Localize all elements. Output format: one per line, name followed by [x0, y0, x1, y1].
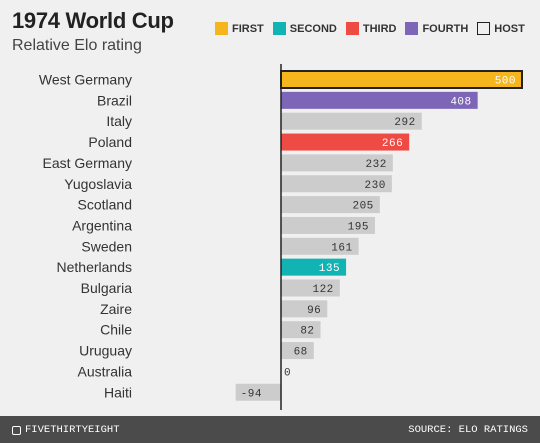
legend-swatch-second: [272, 22, 286, 35]
category-label: East Germany: [43, 155, 132, 171]
value-label: 96: [307, 305, 321, 317]
category-label: Sweden: [81, 238, 132, 254]
legend-swatch-first: [215, 22, 228, 35]
value-label: 135: [319, 263, 340, 275]
legend-label-first: FIRST: [232, 22, 264, 35]
category-label: Australia: [78, 363, 133, 379]
category-label: West Germany: [39, 72, 132, 88]
bar-poland: [281, 133, 410, 151]
value-label: 122: [312, 284, 333, 296]
value-label: 161: [331, 242, 352, 254]
bar-italy: [281, 112, 422, 130]
value-label: 292: [394, 117, 415, 129]
value-label: 195: [348, 221, 369, 233]
brand: FIVETHIRTYEIGHT: [12, 424, 120, 436]
bar-chart: West Germany 500 Brazil 408 Italy 292 Poland 26…: [39, 64, 523, 410]
value-label: 408: [450, 96, 471, 108]
brand-logo-icon: [12, 425, 21, 435]
legend-label-fourth: FOURTH: [422, 22, 469, 35]
legend-item-host: HOST: [477, 22, 525, 35]
value-label: 266: [382, 138, 403, 150]
legend-item-second: SECOND: [272, 22, 337, 35]
bar-zaire: [281, 300, 328, 318]
category-label: Netherlands: [57, 259, 133, 275]
legend-swatch-fourth: [405, 22, 419, 35]
category-label: Chile: [100, 322, 132, 338]
bar-haiti: [235, 383, 281, 401]
category-label: Argentina: [72, 217, 132, 233]
legend-swatch-host: [477, 22, 491, 35]
category-label: Brazil: [97, 92, 132, 108]
value-label: 232: [366, 159, 387, 171]
chart-subtitle: Relative Elo rating: [12, 37, 142, 54]
chart-title: 1974 World Cup: [12, 8, 174, 33]
category-label: Haiti: [104, 384, 132, 400]
bar-uruguay: [281, 342, 314, 360]
legend-item-third: THIRD: [345, 22, 397, 35]
footer-bar: FIVETHIRTYEIGHT SOURCE: ELO RATINGS: [0, 416, 540, 443]
category-label: Scotland: [78, 197, 132, 213]
bar-west-germany: [280, 70, 523, 89]
bar-sweden: [281, 237, 359, 255]
value-label: 68: [294, 347, 308, 359]
bar-netherlands: [281, 258, 347, 276]
legend-label-second: SECOND: [289, 22, 337, 35]
value-label: 230: [365, 180, 386, 192]
category-label: Italy: [106, 113, 132, 129]
bar-bulgaria: [281, 279, 340, 297]
legend-swatch-third: [345, 22, 359, 35]
bar-chile: [281, 321, 321, 339]
legend-item-fourth: FOURTH: [405, 22, 468, 35]
value-label: 0: [284, 367, 291, 379]
legend-item-first: FIRST: [215, 22, 264, 35]
category-label: Uruguay: [79, 343, 132, 359]
value-label: 500: [495, 76, 516, 88]
bar-brazil: [281, 91, 478, 109]
category-label: Poland: [88, 134, 132, 150]
value-label: 82: [300, 326, 314, 338]
bar-argentina: [281, 216, 375, 234]
bar-east-germany: [281, 154, 393, 172]
legend-label-host: HOST: [494, 22, 525, 35]
category-label: Bulgaria: [81, 280, 133, 296]
value-label: 205: [352, 201, 373, 213]
bar-yugoslavia: [281, 175, 392, 193]
chart-legend: FIRST SECOND THIRD FOURTH HOST: [215, 22, 525, 35]
bar-scotland: [281, 196, 380, 214]
brand-name: FIVETHIRTYEIGHT: [25, 424, 120, 436]
value-label: -94: [241, 388, 262, 400]
category-label: Yugoslavia: [64, 176, 132, 192]
category-label: Zaire: [100, 301, 132, 317]
source-note: SOURCE: ELO RATINGS: [408, 424, 528, 436]
legend-label-third: THIRD: [362, 22, 397, 35]
